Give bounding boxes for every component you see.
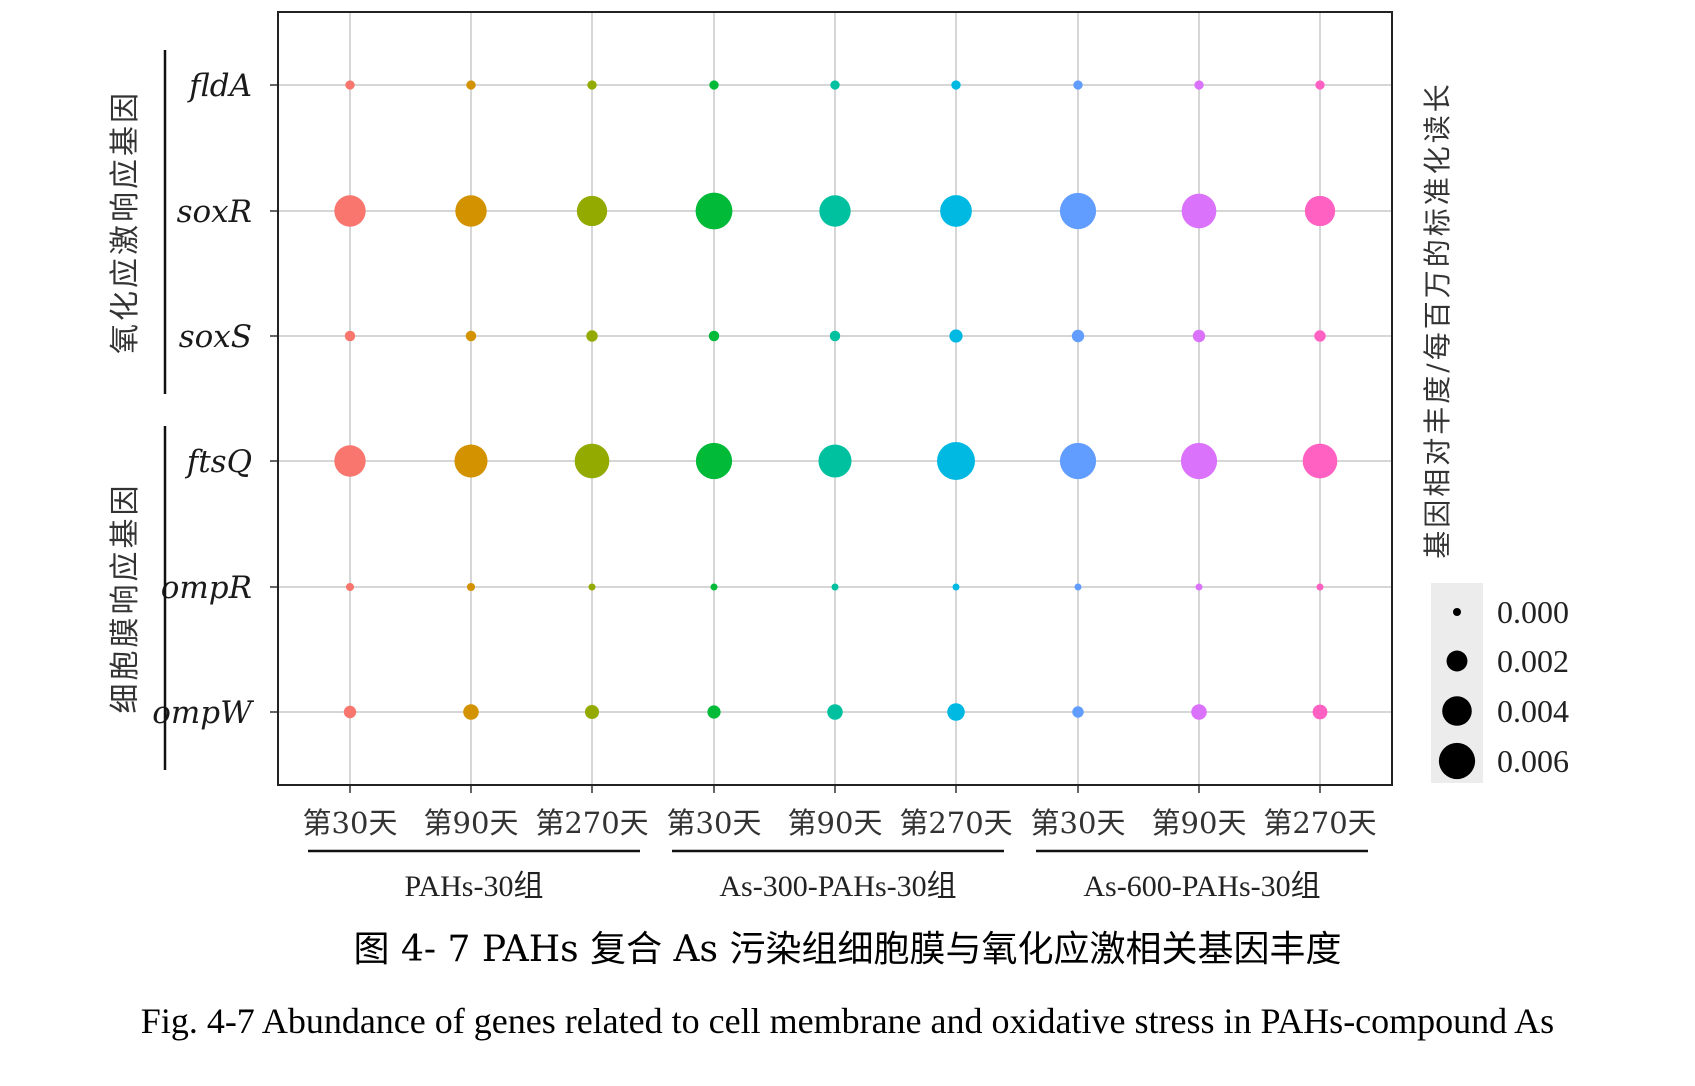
data-point-ompR-9 [1316, 583, 1324, 591]
data-point-soxS-3 [586, 330, 598, 342]
legend-key-0.004 [1442, 696, 1472, 726]
legend-title: 基因相对丰度/每百万的标准化读长 [1421, 81, 1454, 558]
x-tick-label: 第90天 [1152, 806, 1247, 840]
data-point-fldA-4 [709, 80, 719, 90]
y-tick-label-fldA: fldA [187, 68, 252, 104]
y-group-label: 氧化应激响应基因 [108, 90, 143, 354]
data-point-fldA-1 [345, 80, 355, 90]
data-point-fldA-3 [587, 80, 597, 90]
data-point-fldA-9 [1315, 80, 1325, 90]
x-tick-label: 第270天 [535, 806, 648, 840]
y-tick-label-ompW: ompW [152, 695, 254, 731]
data-point-ftsQ-6 [937, 442, 975, 480]
x-group-label: PAHs-30组 [405, 870, 544, 903]
data-point-soxS-4 [708, 330, 720, 342]
x-tick-label: 第90天 [788, 806, 883, 840]
data-point-soxR-5 [819, 195, 851, 227]
data-points [334, 80, 1338, 721]
y-tick-label-soxR: soxR [177, 194, 252, 230]
data-point-soxS-2 [465, 330, 477, 342]
data-point-ftsQ-2 [454, 444, 488, 478]
data-point-soxR-9 [1304, 195, 1336, 227]
legend-label-0.002: 0.002 [1497, 643, 1569, 679]
data-point-ftsQ-3 [574, 443, 610, 479]
data-point-soxR-1 [334, 195, 366, 227]
data-point-fldA-2 [466, 80, 476, 90]
figure-caption-english: Fig. 4-7 Abundance of genes related to c… [140, 1001, 1555, 1041]
data-point-ompW-2 [463, 704, 479, 720]
x-tick-label: 第30天 [1031, 806, 1126, 840]
data-point-ompW-4 [707, 705, 721, 719]
data-point-ftsQ-7 [1059, 442, 1097, 480]
y-tick-label-soxS: soxS [179, 319, 252, 355]
data-point-soxR-7 [1059, 192, 1097, 230]
data-point-fldA-7 [1073, 80, 1083, 90]
data-point-ompW-7 [1072, 706, 1084, 718]
data-point-ftsQ-5 [818, 444, 852, 478]
legend-label-0.006: 0.006 [1497, 743, 1569, 779]
data-point-ompW-3 [584, 704, 600, 720]
data-point-ompR-1 [345, 582, 355, 592]
y-group-label: 细胞膜响应基因 [108, 483, 143, 714]
x-tick-label: 第90天 [424, 806, 519, 840]
data-point-ftsQ-4 [695, 442, 733, 480]
data-point-ompR-2 [466, 582, 476, 592]
figure-caption-chinese: 图 4- 7 PAHs 复合 As 污染组细胞膜与氧化应激相关基因丰度 [353, 929, 1342, 970]
legend-key-0.000 [1453, 608, 1461, 616]
y-tick-label-ftsQ: ftsQ [185, 444, 252, 480]
data-point-ompR-7 [1074, 583, 1082, 591]
data-point-ompR-8 [1195, 583, 1203, 591]
data-point-ftsQ-1 [334, 445, 366, 477]
data-point-ompW-6 [947, 703, 965, 721]
legend-label-0.000: 0.000 [1497, 594, 1569, 630]
plot-panel-border [277, 11, 1393, 786]
data-point-fldA-5 [830, 80, 840, 90]
data-point-ompR-6 [952, 583, 960, 591]
legend-key-0.002 [1446, 650, 1468, 672]
data-point-ftsQ-9 [1302, 443, 1338, 479]
data-point-ompR-4 [710, 583, 718, 591]
data-point-fldA-6 [951, 80, 961, 90]
data-point-soxR-3 [576, 195, 608, 227]
data-point-soxS-5 [829, 330, 841, 342]
data-point-soxR-6 [940, 195, 972, 227]
data-point-ompW-1 [343, 705, 357, 719]
legend-key-0.006 [1438, 742, 1476, 780]
data-point-fldA-8 [1194, 80, 1204, 90]
data-point-soxR-8 [1181, 193, 1217, 229]
x-group-label: As-300-PAHs-30组 [719, 870, 956, 903]
data-point-soxR-4 [695, 192, 733, 230]
data-point-ompW-8 [1191, 704, 1207, 720]
data-point-soxR-2 [455, 195, 487, 227]
data-point-ompW-9 [1312, 704, 1328, 720]
data-point-ompW-5 [827, 704, 843, 720]
legend-label-0.004: 0.004 [1497, 693, 1569, 729]
y-tick-label-ompR: ompR [161, 570, 252, 606]
data-point-ompR-3 [588, 583, 596, 591]
data-point-soxS-9 [1314, 330, 1326, 342]
data-point-soxS-6 [949, 329, 963, 343]
x-tick-label: 第30天 [667, 806, 762, 840]
data-point-ftsQ-8 [1180, 442, 1218, 480]
x-tick-label: 第270天 [899, 806, 1012, 840]
data-point-soxS-8 [1192, 329, 1206, 343]
x-group-label: As-600-PAHs-30组 [1083, 870, 1320, 903]
x-tick-label: 第270天 [1263, 806, 1376, 840]
data-point-soxS-7 [1071, 329, 1085, 343]
x-tick-label: 第30天 [303, 806, 398, 840]
data-point-soxS-1 [344, 330, 356, 342]
data-point-ompR-5 [831, 583, 839, 591]
